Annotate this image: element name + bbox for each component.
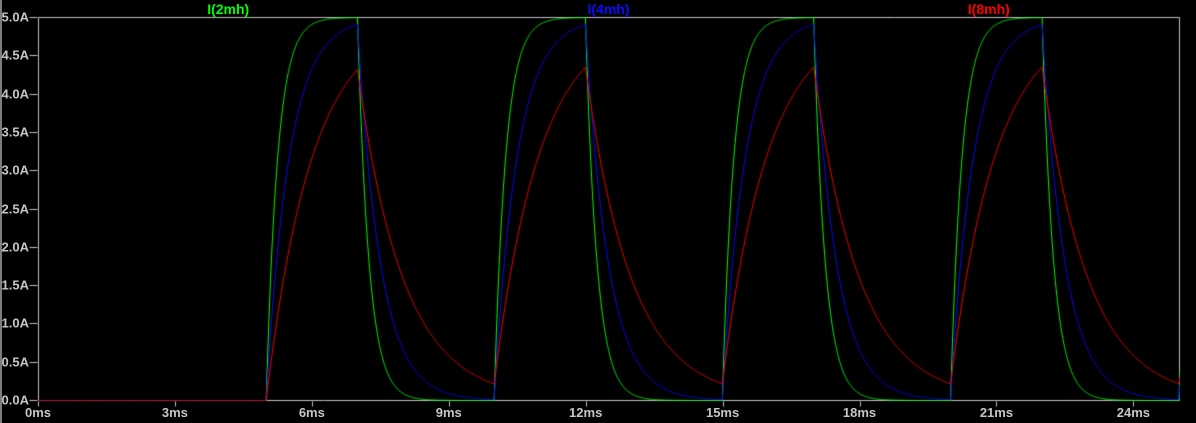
trace-legend: I(2mh) I(4mh) I(8mh) [0,1,1196,17]
y-axis-tick-label: 4.0A [1,86,29,102]
x-axis-tick-label: 0ms [24,405,52,420]
window-border-left [0,0,2,423]
x-axis-tick-label: 15ms [705,405,740,420]
x-axis-tick-label: 6ms [298,405,325,420]
x-axis-tick-label: 9ms [435,405,462,420]
y-axis-tick-label: 3.5A [1,124,29,140]
trace-label-i4mh[interactable]: I(4mh) [587,1,630,17]
y-axis-tick-label: 4.5A [1,47,29,63]
y-axis-tick-label: 1.0A [1,315,29,331]
x-axis-tick-label: 24ms [1116,405,1150,420]
y-axis-tick-label: 2.0A [1,239,29,255]
x-axis-tick-label: 21ms [979,405,1014,420]
x-axis-tick-label: 12ms [569,405,603,420]
y-axis-tick-label: 2.5A [1,201,29,216]
y-axis-tick-label: 3.0A [1,162,29,178]
y-axis-tick-label: 5.0A [1,9,29,25]
x-axis-tick-label: 18ms [842,405,877,420]
y-axis-tick-label: 0.0A [1,392,29,408]
y-axis-tick-label: 1.5A [1,277,29,293]
y-axis-tick-label: 0.5A [1,354,29,370]
x-axis-tick-label: 3ms [161,405,188,420]
trace-label-i2mh[interactable]: I(2mh) [207,1,250,17]
trace-label-i8mh[interactable]: I(8mh) [967,1,1010,17]
